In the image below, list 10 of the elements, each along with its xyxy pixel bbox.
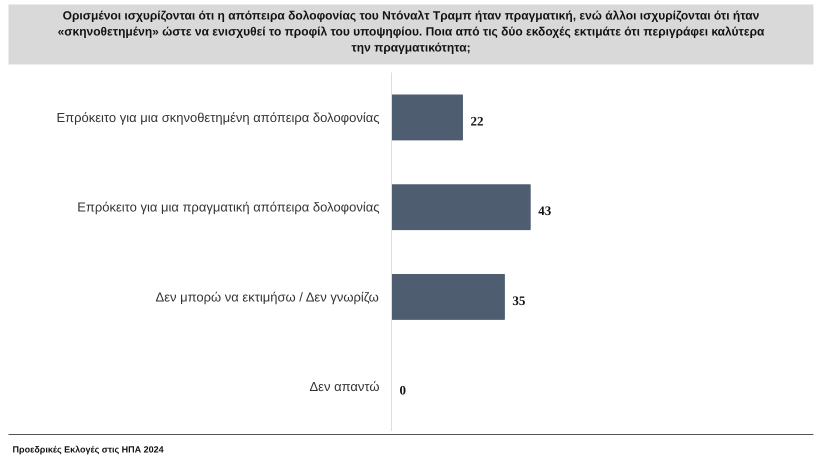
y-tick-label: Επρόκειτο για μια πραγματική απόπειρα δολοφονίας xyxy=(77,200,380,215)
y-tick-label: Επρόκειτο για μια σκηνοθετημένη απόπειρα δολοφονίας xyxy=(56,110,380,125)
data-label: 0 xyxy=(400,382,406,398)
chart-title: Ορισμένοι ισχυρίζονται ότι η απόπειρα δολοφονίας του Ντόναλτ Τραμπ ήταν πραγματική, ενώ άλλοι ισχυρίζονται ότι ήταν «σκηνοθετημένη» ώστε να ενισχυθεί το προφίλ του υποψηφίου. Ποια από τις δύο εκδοχές εκτιμάτε ότι περιγράφει καλύτερα την πραγματικότητα; xyxy=(58,8,765,54)
data-label: 43 xyxy=(538,203,552,218)
data-label: 35 xyxy=(512,292,526,308)
y-tick-label: Δεν μπορώ να εκτιμήσω / Δεν γνωρίζω xyxy=(156,289,379,304)
data-label: 22 xyxy=(470,113,484,128)
y-tick-label: Δεν απαντώ xyxy=(309,379,380,394)
text: Προεδρικές Εκλογές στις ΗΠΑ 2024 xyxy=(12,444,164,454)
